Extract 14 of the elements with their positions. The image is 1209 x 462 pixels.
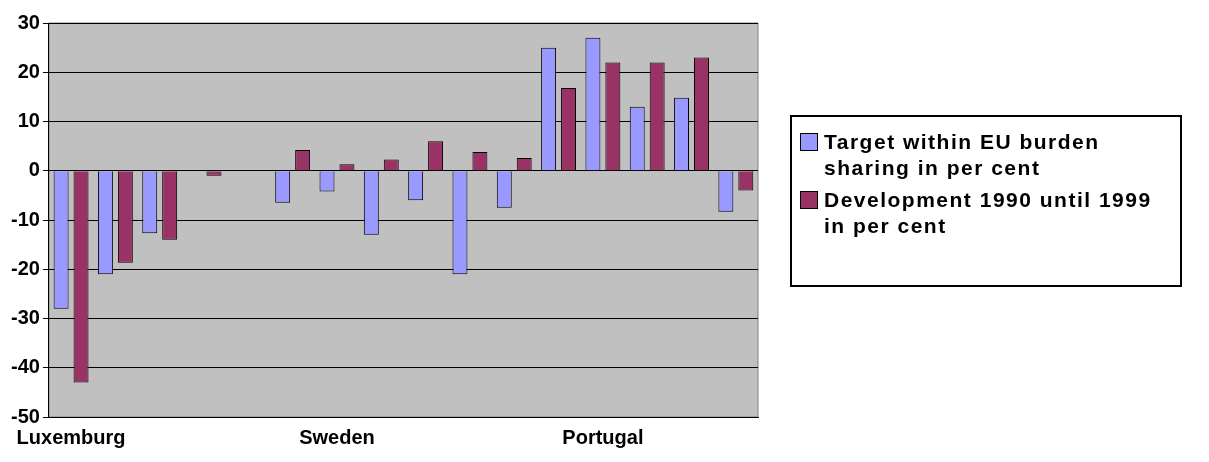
y-tick-label: -30 bbox=[11, 306, 40, 329]
x-tick-label: Sweden bbox=[299, 425, 375, 448]
y-tick-label: 10 bbox=[17, 109, 40, 132]
y-tick-label: -50 bbox=[11, 404, 40, 427]
y-tick-label: -40 bbox=[11, 355, 40, 378]
y-tick-label: 0 bbox=[28, 158, 40, 181]
x-tick-label: Luxemburg bbox=[16, 425, 126, 448]
y-tick-label: -20 bbox=[11, 256, 40, 279]
y-tick-label: 30 bbox=[17, 10, 40, 33]
legend-label: Target within EU burden sharing in per cent bbox=[824, 128, 1101, 181]
x-tick-label: Portugal bbox=[562, 425, 644, 448]
y-tick-label: 20 bbox=[17, 59, 40, 82]
y-tick-label: -10 bbox=[11, 207, 40, 230]
legend-label: Development 1990 until 1999 in per cent bbox=[824, 186, 1153, 239]
